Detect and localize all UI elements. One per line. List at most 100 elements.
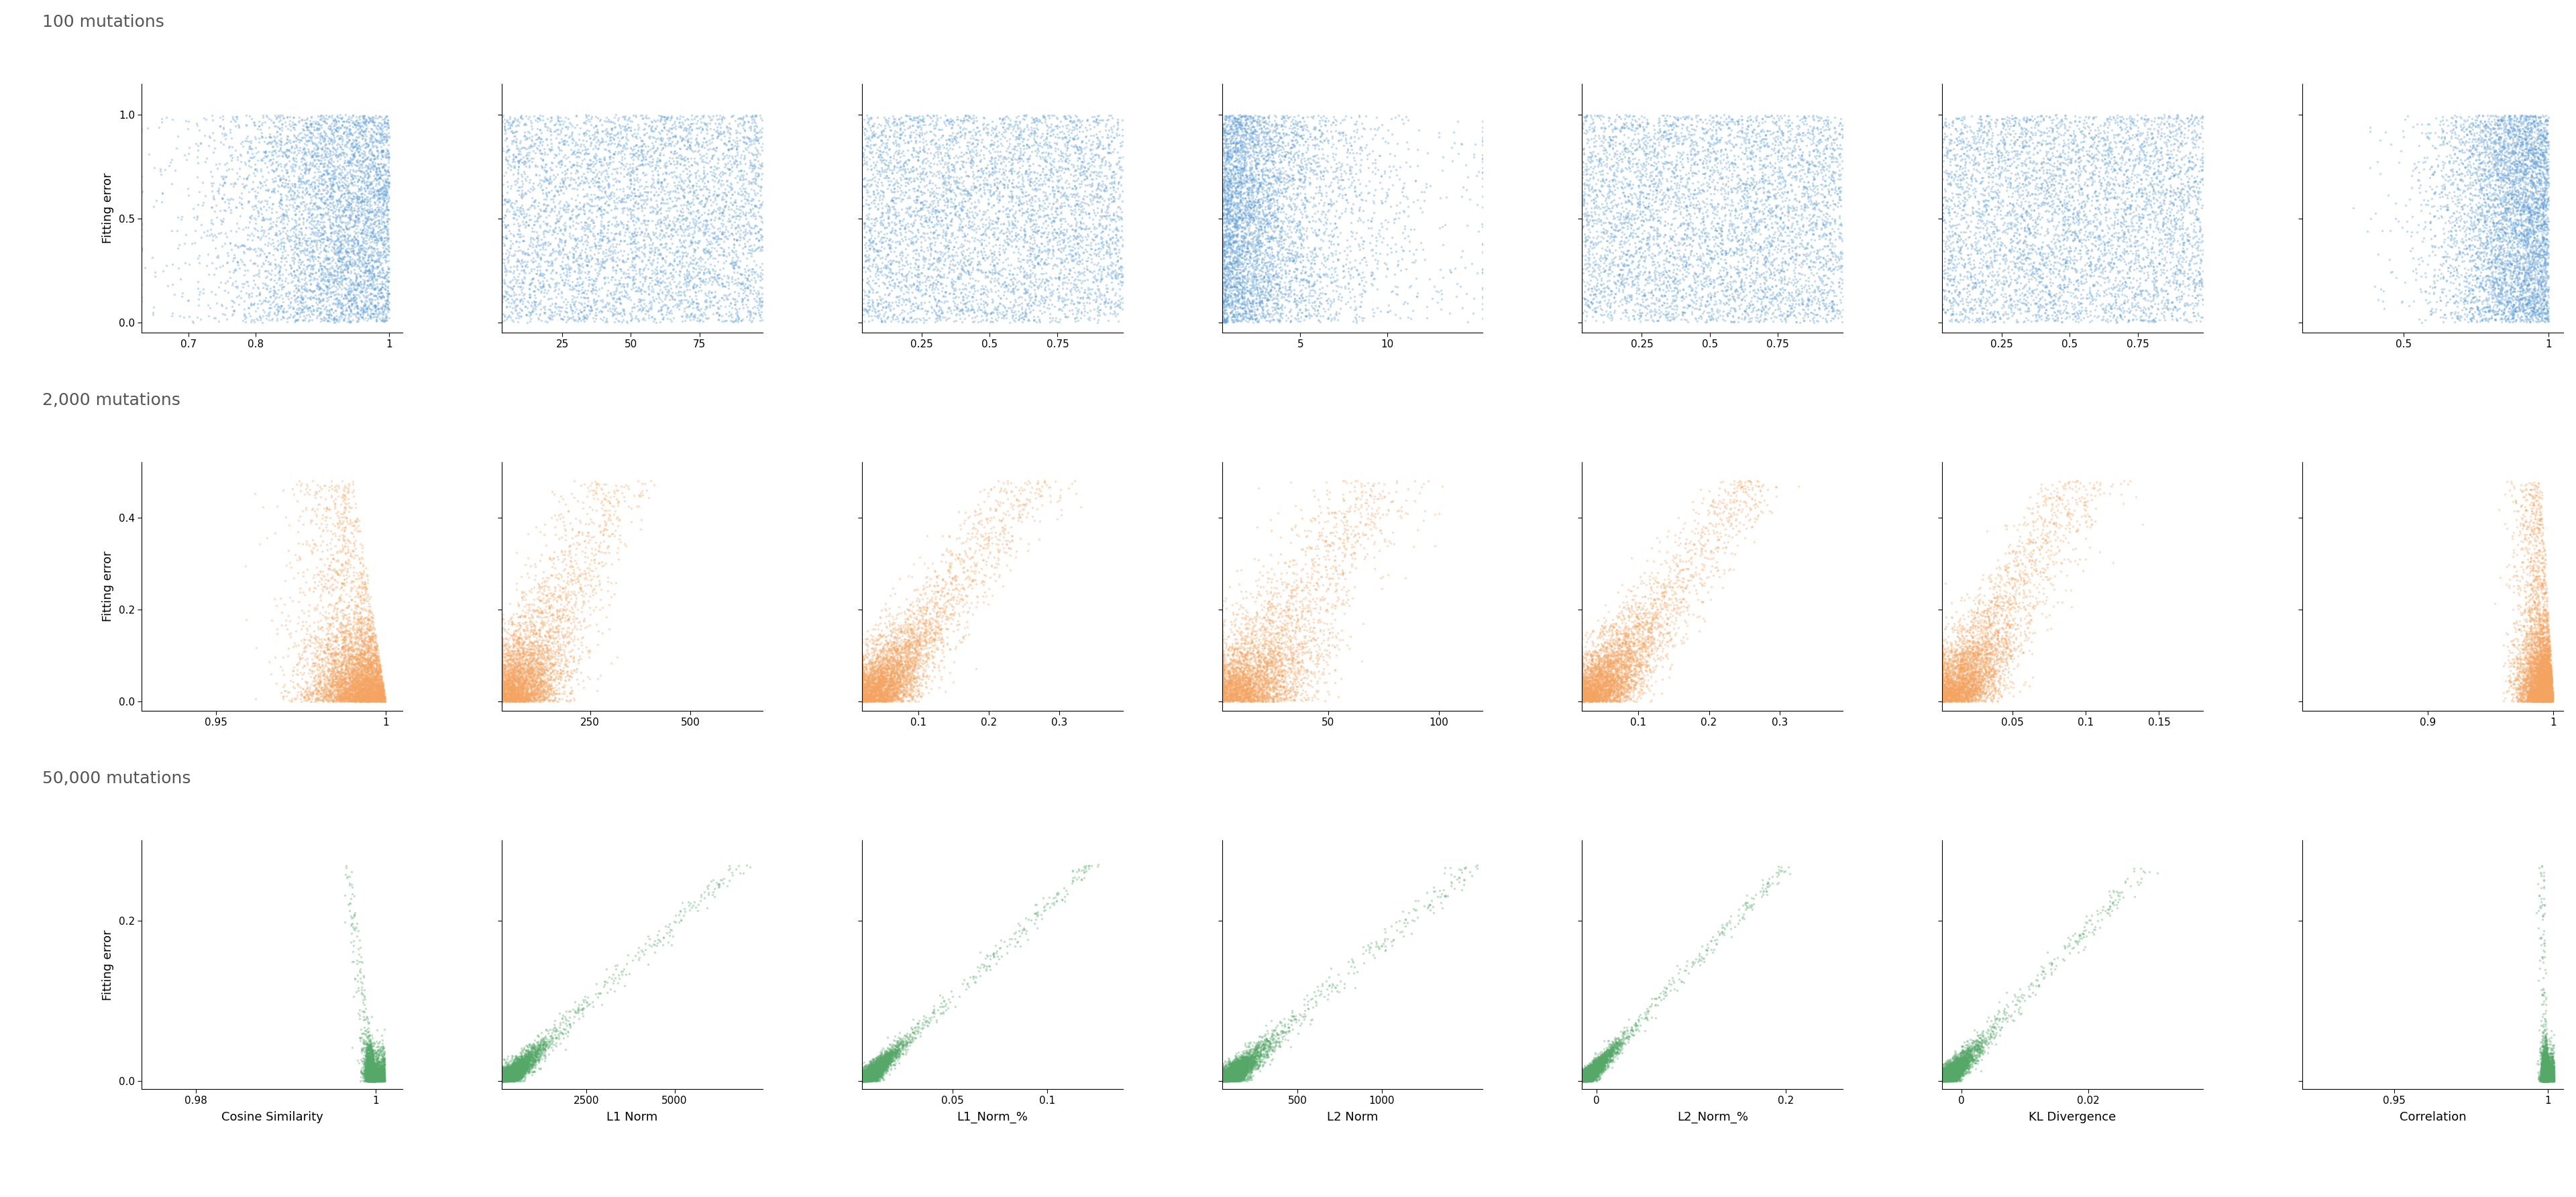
Point <box>894 297 935 316</box>
Point <box>487 672 528 691</box>
Point <box>1218 1063 1260 1082</box>
Point <box>1208 675 1249 694</box>
Point <box>489 688 531 707</box>
Point <box>2179 221 2221 241</box>
Point <box>989 136 1030 156</box>
Point <box>2089 243 2130 262</box>
Point <box>1566 1071 1607 1090</box>
Point <box>1211 113 1252 132</box>
Point <box>1033 259 1074 278</box>
Point <box>1574 1055 1615 1074</box>
Point <box>2002 233 2043 253</box>
Point <box>1211 670 1252 689</box>
Point <box>577 263 618 282</box>
Point <box>507 625 549 644</box>
Point <box>853 1067 894 1086</box>
Point <box>482 1070 523 1089</box>
Point <box>1221 139 1262 158</box>
Point <box>848 1065 889 1084</box>
Point <box>884 612 925 631</box>
Point <box>348 687 389 706</box>
Point <box>2522 661 2563 680</box>
Point <box>556 169 598 188</box>
Point <box>1213 1061 1255 1080</box>
Point <box>2120 150 2161 169</box>
Point <box>1777 162 1819 181</box>
Point <box>2509 202 2550 221</box>
Point <box>2527 603 2568 622</box>
Point <box>1566 1068 1607 1087</box>
Point <box>526 195 567 214</box>
Point <box>358 679 399 698</box>
Point <box>1932 1062 1973 1081</box>
Point <box>1922 1071 1963 1090</box>
Point <box>1927 1067 1968 1086</box>
Point <box>299 572 340 591</box>
Point <box>739 291 781 310</box>
Point <box>1206 1069 1247 1088</box>
Point <box>482 664 523 683</box>
Point <box>1922 678 1963 697</box>
Point <box>507 1049 549 1068</box>
Point <box>2519 897 2561 916</box>
Point <box>2524 1057 2566 1076</box>
Point <box>1564 1067 1605 1086</box>
Point <box>920 248 961 267</box>
Point <box>1574 1064 1615 1083</box>
Point <box>1935 658 1976 678</box>
Point <box>2501 553 2543 572</box>
Point <box>307 189 348 208</box>
Point <box>2527 1071 2568 1090</box>
Point <box>1741 297 1783 316</box>
Point <box>842 678 884 697</box>
Point <box>544 275 585 294</box>
Point <box>1561 1071 1602 1090</box>
Point <box>322 535 363 554</box>
Point <box>853 1062 894 1081</box>
Point <box>1643 136 1685 156</box>
Point <box>2136 248 2177 267</box>
Point <box>2524 658 2566 678</box>
Point <box>2530 661 2571 680</box>
Point <box>1293 624 1334 643</box>
Point <box>500 679 541 698</box>
Point <box>1285 250 1327 269</box>
Point <box>2419 184 2460 203</box>
Point <box>1252 670 1293 689</box>
Point <box>1940 687 1981 706</box>
Point <box>1968 613 2009 632</box>
Point <box>487 644 528 663</box>
Point <box>969 194 1010 213</box>
Point <box>240 230 281 249</box>
Point <box>564 569 605 588</box>
Point <box>2524 657 2566 676</box>
Point <box>500 1065 541 1084</box>
Point <box>927 584 969 603</box>
Point <box>1610 224 1651 243</box>
Point <box>714 311 755 330</box>
Point <box>1203 263 1244 282</box>
Point <box>1211 689 1252 709</box>
Point <box>350 1067 392 1086</box>
Point <box>2524 1071 2566 1090</box>
Point <box>1929 679 1971 698</box>
Point <box>842 681 884 700</box>
Point <box>1200 1059 1242 1078</box>
Point <box>1924 1059 1965 1078</box>
Point <box>2524 1063 2566 1082</box>
Point <box>500 660 541 679</box>
Point <box>2494 107 2535 126</box>
Point <box>325 637 366 656</box>
Point <box>2014 555 2056 575</box>
Point <box>544 196 585 215</box>
Point <box>544 290 585 309</box>
Point <box>1203 640 1244 660</box>
Point <box>2524 691 2566 710</box>
Point <box>482 692 523 711</box>
Point <box>683 135 724 154</box>
Point <box>842 1070 884 1089</box>
Point <box>286 691 327 710</box>
Point <box>363 1057 404 1076</box>
Point <box>2058 296 2099 315</box>
Point <box>1200 663 1242 682</box>
